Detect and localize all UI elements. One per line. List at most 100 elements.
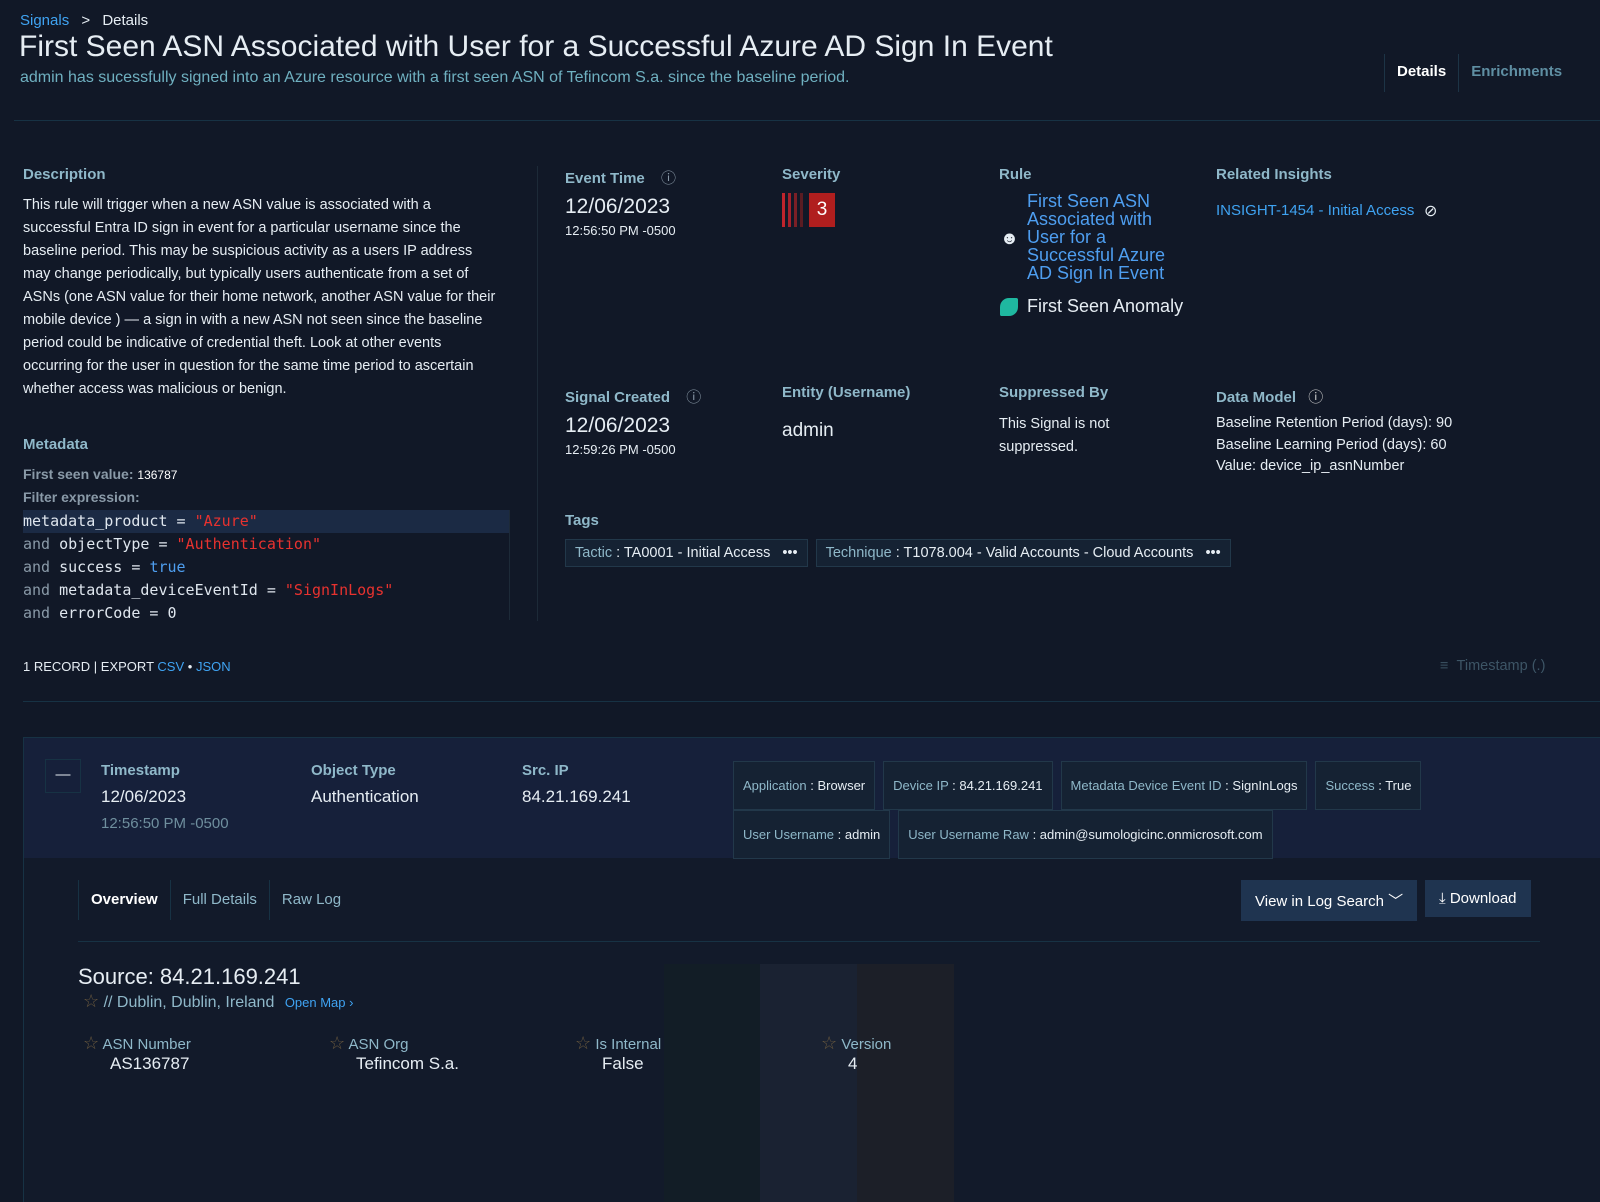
- event-time: 12:56:50 PM -0500: [565, 223, 676, 238]
- first-seen-label: First seen value:: [23, 466, 134, 482]
- star-icon[interactable]: ☆: [83, 1033, 100, 1053]
- event-time-label: Event Time ⓘ: [565, 170, 676, 187]
- code-line: and success = true: [23, 558, 186, 576]
- event-date: 12/06/2023: [565, 195, 671, 218]
- open-map-link[interactable]: Open Map ›: [284, 995, 354, 1010]
- severity-value: 3: [809, 193, 835, 227]
- record-count: 1 RECORD: [23, 659, 91, 674]
- view-in-log-search-button[interactable]: View in Log Search ﹀: [1241, 880, 1418, 921]
- data-model-values: Baseline Retention Period (days): 90 Bas…: [1216, 413, 1452, 478]
- source-location: ☆ // Dublin, Dublin, Ireland Open Map ›: [83, 991, 354, 1011]
- page-title: First Seen ASN Associated with User for …: [19, 30, 1053, 63]
- filter-label: Filter expression:: [23, 489, 140, 505]
- divider: [14, 120, 1600, 121]
- related-insights-label: Related Insights: [1216, 166, 1332, 183]
- unlink-icon[interactable]: ⊘: [1424, 203, 1438, 220]
- collapse-button[interactable]: —: [45, 759, 81, 793]
- signal-created-label: Signal Created ⓘ: [565, 389, 702, 406]
- export-json[interactable]: JSON: [195, 659, 231, 674]
- rule-icon: ☻: [1000, 228, 1019, 248]
- divider: [537, 166, 538, 621]
- star-icon[interactable]: ☆: [575, 1033, 592, 1053]
- star-icon[interactable]: ☆: [821, 1033, 838, 1053]
- rule-link[interactable]: First Seen ASN Associated with User for …: [1027, 191, 1166, 283]
- source-field: ☆ Is Internal False: [575, 1033, 662, 1073]
- chevron-down-icon: ﹀: [1388, 893, 1404, 910]
- severity-label: Severity: [782, 166, 841, 183]
- star-icon[interactable]: ☆: [83, 991, 100, 1011]
- code-line: metadata_product = "Azure": [23, 510, 509, 533]
- sort-control[interactable]: ≡ Timestamp (.): [1440, 658, 1546, 674]
- source-fields: ☆ ASN Number AS136787 ☆ ASN Org Tefincom S…: [83, 1033, 1067, 1074]
- source-field: ☆ ASN Number AS136787: [83, 1033, 191, 1073]
- code-line: and errorCode = 0: [23, 604, 177, 622]
- info-icon[interactable]: ⓘ: [1308, 389, 1324, 406]
- subtab-raw-log[interactable]: Raw Log: [268, 880, 353, 920]
- rule-label: Rule: [999, 166, 1032, 183]
- bg-block: [857, 964, 954, 1202]
- tag-chip[interactable]: Technique : T1078.004 - Valid Accounts -…: [815, 539, 1231, 567]
- download-icon: ⤓: [1439, 890, 1446, 907]
- records-bar: 1 RECORD | EXPORT CSV • JSON: [23, 659, 231, 674]
- col-objecttype-label: Object Type: [311, 762, 396, 779]
- tab-details[interactable]: Details: [1384, 54, 1460, 92]
- col-timestamp-label: Timestamp: [101, 762, 180, 779]
- field-chip[interactable]: Metadata Device Event ID : SignInLogs: [1060, 761, 1308, 810]
- export-label: EXPORT: [100, 659, 154, 674]
- breadcrumb-current: Details: [102, 12, 149, 29]
- export-csv[interactable]: CSV: [157, 659, 185, 674]
- download-button[interactable]: ⤓ Download: [1425, 880, 1531, 917]
- tags-list: Tactic : TA0001 - Initial Access ••• Tec…: [565, 539, 1231, 567]
- subtab-full-details[interactable]: Full Details: [169, 880, 269, 920]
- record-subtabs: Overview Full Details Raw Log: [78, 880, 353, 920]
- signal-created-time: 12:59:26 PM -0500: [565, 442, 676, 457]
- source-title: Source: 84.21.169.241: [78, 964, 301, 989]
- tags-label: Tags: [565, 512, 599, 529]
- col-srcip-label: Src. IP: [522, 762, 569, 779]
- severity-badge: 3: [782, 193, 835, 227]
- field-chip[interactable]: User Username : admin: [733, 810, 891, 859]
- field-chip[interactable]: Success : True: [1315, 761, 1422, 810]
- tag-chip[interactable]: Tactic : TA0001 - Initial Access •••: [565, 539, 808, 567]
- col-timestamp-value: 12/06/2023: [101, 787, 187, 806]
- info-icon[interactable]: ⓘ: [686, 389, 702, 406]
- col-objecttype-value: Authentication: [311, 787, 419, 806]
- view-tabs: Details Enrichments: [1384, 54, 1574, 92]
- entity-label: Entity (Username): [782, 384, 911, 401]
- star-icon[interactable]: ☆: [329, 1033, 346, 1053]
- code-line: and objectType = "Authentication": [23, 535, 322, 553]
- rule-type: First Seen Anomaly: [1027, 296, 1184, 316]
- divider: [78, 941, 1540, 942]
- source-field: ☆ Version 4: [821, 1033, 892, 1073]
- data-model-line: Baseline Learning Period (days): 60: [1216, 436, 1447, 453]
- breadcrumb: Signals > Details: [20, 12, 148, 29]
- col-timestamp-sub: 12:56:50 PM -0500: [101, 815, 229, 832]
- field-chip[interactable]: User Username Raw : admin@sumologicinc.o…: [898, 810, 1273, 859]
- col-srcip-value: 84.21.169.241: [522, 787, 631, 806]
- insight-link[interactable]: INSIGHT-1454 - Initial Access: [1216, 202, 1415, 219]
- code-line: and metadata_deviceEventId = "SignInLogs…: [23, 581, 394, 599]
- record-chips: Application : Browser Device IP : 84.21.1…: [733, 761, 1433, 859]
- field-chip[interactable]: Device IP : 84.21.169.241: [883, 761, 1053, 810]
- suppressed-label: Suppressed By: [999, 384, 1109, 401]
- data-model-line: Baseline Retention Period (days): 90: [1216, 415, 1453, 431]
- description-label: Description: [23, 166, 106, 183]
- field-chip[interactable]: Application : Browser: [733, 761, 876, 810]
- divider: [23, 701, 1600, 702]
- source-field: ☆ ASN Org Tefincom S.a.: [329, 1033, 459, 1073]
- subtab-overview[interactable]: Overview: [78, 880, 170, 920]
- info-icon[interactable]: ⓘ: [660, 170, 676, 187]
- metadata-label: Metadata: [23, 436, 89, 453]
- data-model-label: Data Model ⓘ: [1216, 389, 1324, 406]
- breadcrumb-signals[interactable]: Signals: [20, 12, 70, 29]
- first-seen-value: 136787: [137, 468, 178, 482]
- entity-value[interactable]: admin: [782, 420, 834, 441]
- sort-icon: ≡: [1440, 658, 1449, 674]
- signal-created-date: 12/06/2023: [565, 414, 671, 437]
- data-model-line: Value: device_ip_asnNumber: [1216, 458, 1405, 474]
- description-text: This rule will trigger when a new ASN va…: [23, 197, 496, 397]
- filter-expression: metadata_product = "Azure" and objectType…: [23, 510, 510, 622]
- first-seen: First seen value: 136787: [23, 466, 177, 482]
- tab-enrichments[interactable]: Enrichments: [1471, 63, 1563, 80]
- more-icon: •••: [1205, 545, 1221, 561]
